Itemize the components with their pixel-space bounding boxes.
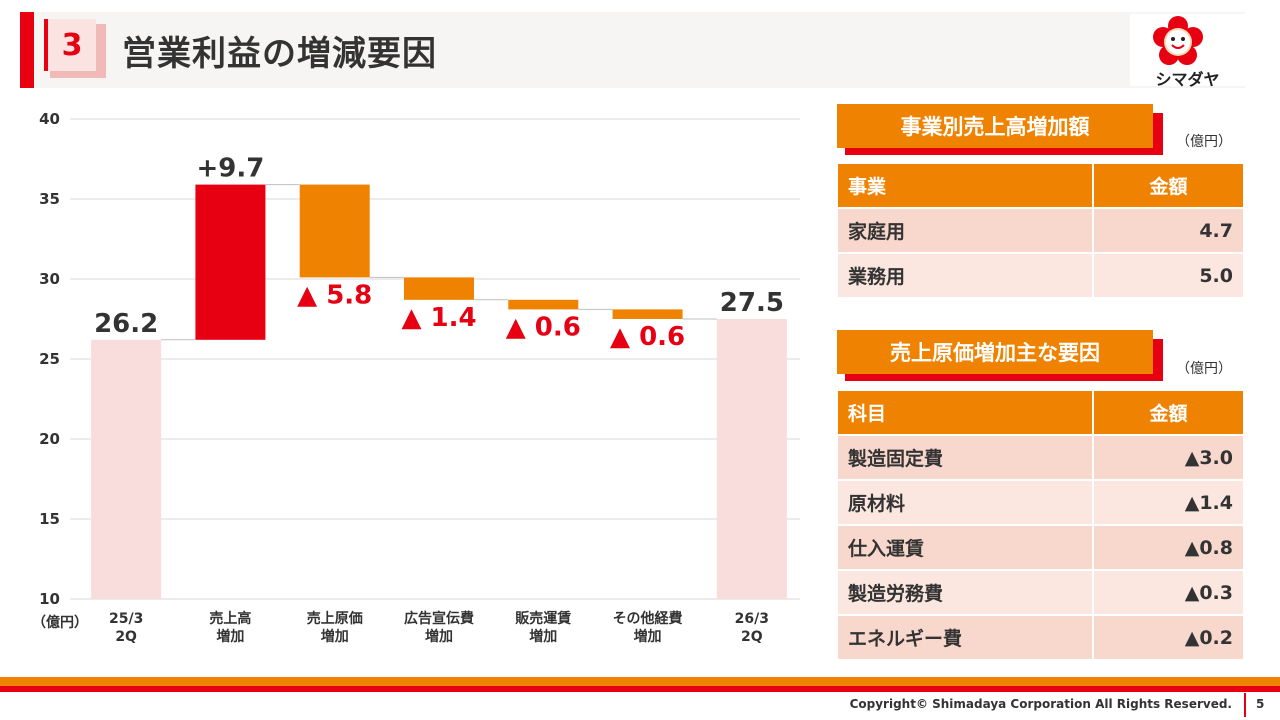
- sales-table: 事業 金額 家庭用 4.7 業務用 5.0: [836, 162, 1245, 299]
- sales-table-unit: （億円）: [1176, 134, 1232, 150]
- cost-row-value: ▲0.3: [1092, 569, 1245, 616]
- y-tick-label: 30: [39, 270, 60, 288]
- table-row: 製造固定費 ▲3.0: [836, 434, 1245, 481]
- sales-row-name: 家庭用: [836, 207, 1094, 254]
- x-category-label: 広告宣伝費: [404, 610, 474, 627]
- waterfall-bar: [508, 299, 579, 310]
- data-label: ▲ 0.6: [610, 322, 685, 352]
- data-label: 26.2: [94, 309, 158, 339]
- sales-header-business: 事業: [836, 162, 1094, 209]
- cost-header-amount: 金額: [1092, 389, 1245, 436]
- waterfall-bar: [404, 277, 474, 300]
- x-category-label: 販売運賃: [515, 610, 571, 627]
- footer-red-stripe: [0, 686, 1280, 692]
- x-category-label: 売上高: [209, 610, 251, 627]
- table-row: 製造労務費 ▲0.3: [836, 569, 1245, 616]
- cost-row-name: 製造労務費: [836, 569, 1094, 616]
- table-row: 業務用 5.0: [836, 252, 1245, 299]
- table-row: 仕入運賃 ▲0.8: [836, 524, 1245, 571]
- waterfall-bar: [91, 339, 162, 599]
- cost-table-unit: （億円）: [1176, 361, 1232, 377]
- copyright-text: Copyright© Shimadaya Corporation All Rig…: [849, 697, 1232, 711]
- x-category-label: 増加: [216, 628, 244, 645]
- header-bar: [20, 12, 1245, 88]
- data-label: ▲ 1.4: [401, 303, 476, 333]
- cost-row-value: ▲3.0: [1092, 434, 1245, 481]
- cost-row-name: 原材料: [836, 479, 1094, 526]
- cost-row-value: ▲0.8: [1092, 524, 1245, 571]
- y-tick-label: 10: [39, 590, 60, 608]
- page-number: 5: [1256, 697, 1265, 711]
- section-number: 3: [44, 19, 96, 71]
- sales-table-title: 事業別売上高増加額: [837, 104, 1153, 148]
- x-category-label: 25/3: [109, 611, 143, 627]
- y-tick-label: 20: [39, 430, 60, 448]
- waterfall-bar: [716, 319, 787, 599]
- cost-row-name: エネルギー費: [836, 614, 1094, 661]
- data-label: ▲ 0.6: [506, 312, 581, 342]
- y-tick-label: 35: [39, 190, 60, 208]
- sales-row-value: 4.7: [1092, 207, 1245, 254]
- header-accent: [20, 12, 34, 88]
- table-row: 原材料 ▲1.4: [836, 479, 1245, 526]
- x-category-label: 2Q: [741, 629, 763, 645]
- sales-row-value: 5.0: [1092, 252, 1245, 299]
- y-unit-label: （億円）: [32, 614, 88, 631]
- table-row: エネルギー費 ▲0.2: [836, 614, 1245, 661]
- x-category-label: 26/3: [735, 611, 769, 627]
- x-category-label: 増加: [425, 628, 453, 645]
- flower-logo-icon: [1153, 16, 1203, 65]
- company-logo: シマダヤ: [1130, 14, 1245, 89]
- sales-row-name: 業務用: [836, 252, 1094, 299]
- y-tick-label: 15: [39, 510, 60, 528]
- table-row: 家庭用 4.7: [836, 207, 1245, 254]
- x-category-label: その他経費: [613, 610, 683, 627]
- footer-orange-stripe: [0, 677, 1280, 686]
- waterfall-bar: [299, 184, 370, 278]
- x-category-label: 2Q: [115, 629, 137, 645]
- footer-separator: [1244, 693, 1246, 717]
- cost-table: 科目 金額 製造固定費 ▲3.0 原材料 ▲1.4 仕入運賃 ▲0.8 製造労務…: [836, 389, 1245, 661]
- cost-table-title: 売上原価増加主な要因: [837, 330, 1153, 374]
- y-tick-label: 25: [39, 350, 60, 368]
- data-label: ▲ 5.8: [297, 280, 372, 310]
- x-category-label: 売上原価: [307, 610, 363, 627]
- x-category-label: 増加: [634, 628, 662, 645]
- cost-header-item: 科目: [836, 389, 1094, 436]
- data-label: +9.7: [197, 154, 265, 184]
- cost-row-name: 仕入運賃: [836, 524, 1094, 571]
- cost-row-name: 製造固定費: [836, 434, 1094, 481]
- logo-brand-text: シマダヤ: [1155, 70, 1220, 89]
- x-category-label: 増加: [321, 628, 349, 645]
- sales-header-amount: 金額: [1092, 162, 1245, 209]
- y-tick-label: 40: [39, 110, 60, 128]
- data-label: 27.5: [720, 288, 784, 318]
- page-title: 営業利益の増減要因: [122, 34, 437, 74]
- waterfall-bar: [612, 309, 683, 319]
- x-category-label: 増加: [529, 628, 557, 645]
- cost-row-value: ▲1.4: [1092, 479, 1245, 526]
- waterfall-bar: [195, 184, 266, 340]
- cost-row-value: ▲0.2: [1092, 614, 1245, 661]
